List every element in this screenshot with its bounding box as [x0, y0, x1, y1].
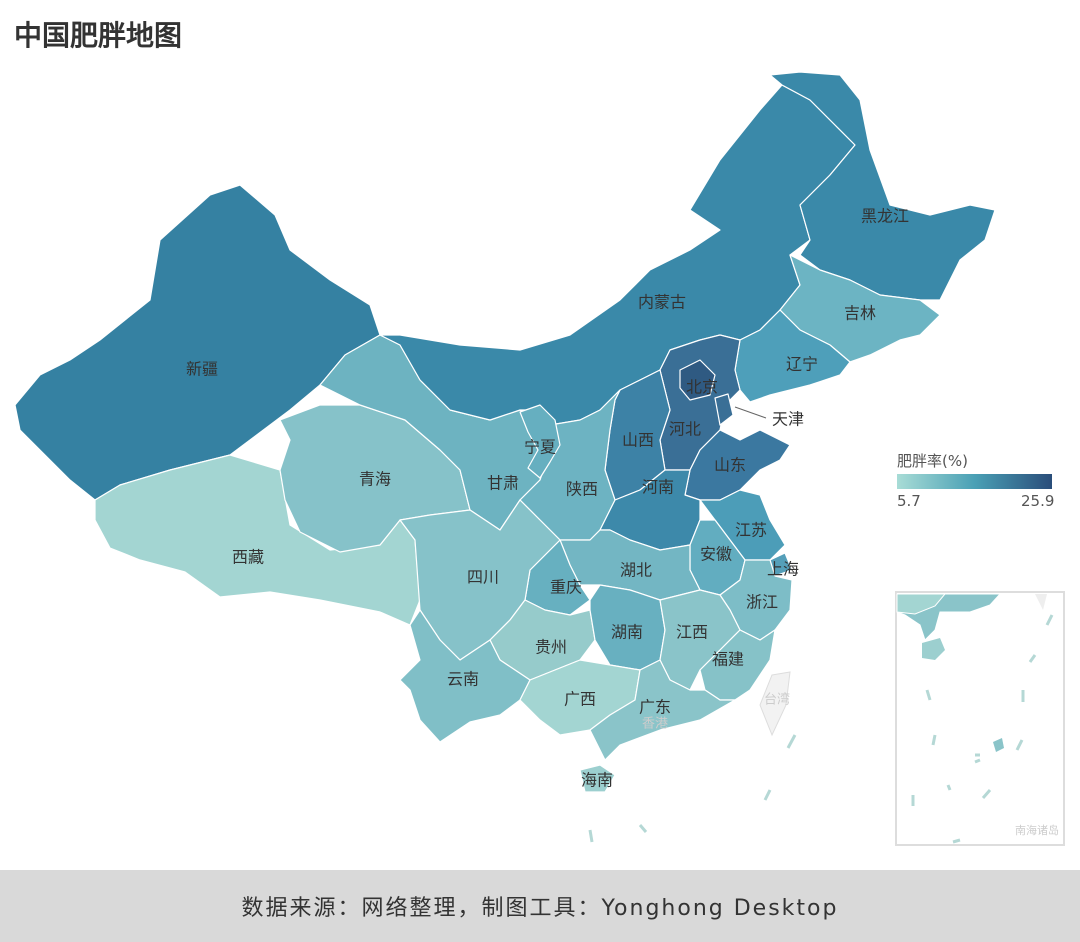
province-label: 福建: [712, 650, 744, 669]
province-label: 河南: [642, 478, 674, 497]
province-label: 新疆: [186, 360, 218, 379]
south-china-sea-inset: 南海诸岛: [895, 591, 1065, 846]
province-宁夏[interactable]: [519, 404, 561, 479]
province-label: 湖南: [611, 623, 643, 642]
province-label: 广西: [564, 690, 596, 709]
province-label: 天津: [772, 410, 804, 429]
legend-max: 25.9: [1021, 492, 1055, 510]
province-label: 湖北: [620, 561, 652, 580]
province-label: 重庆: [550, 578, 582, 597]
province-label: 浙江: [746, 593, 778, 612]
province-label: 山东: [714, 456, 746, 475]
label-taiwan: 台湾: [764, 692, 790, 708]
province-label: 江苏: [735, 521, 767, 540]
inset-label: 南海诸岛: [1015, 823, 1059, 837]
province-label: 内蒙古: [638, 293, 686, 312]
legend-title: 肥胖率(%): [897, 452, 968, 470]
source-footer: 数据来源：网络整理，制图工具：Yonghong Desktop: [0, 870, 1080, 942]
province-label: 青海: [359, 470, 391, 489]
province-label: 云南: [447, 670, 479, 689]
province-label: 四川: [467, 568, 499, 587]
region-taiwan: [759, 671, 791, 737]
province-label: 河北: [669, 420, 701, 439]
province-label: 海南: [581, 771, 613, 790]
province-label: 西藏: [232, 548, 264, 567]
province-label: 宁夏: [524, 438, 556, 457]
province-label: 山西: [622, 431, 654, 450]
extras-layer: 台湾 香港: [588, 406, 797, 843]
province-北京[interactable]: [679, 359, 716, 401]
province-label: 贵州: [535, 638, 567, 657]
legend-gradient-bar: [897, 474, 1052, 489]
province-label: 陕西: [566, 480, 598, 499]
map-title: 中国肥胖地图: [14, 19, 183, 52]
province-label: 甘肃: [487, 474, 519, 493]
province-label: 黑龙江: [861, 207, 909, 226]
province-label: 江西: [676, 623, 708, 642]
province-天津[interactable]: [714, 393, 734, 426]
province-label: 广东: [639, 698, 671, 717]
tianjin-leader-line: [734, 406, 767, 419]
province-湖北[interactable]: [559, 529, 701, 601]
province-layer: [14, 71, 996, 793]
province-label: 安徽: [700, 545, 732, 564]
legend-min: 5.7: [897, 492, 921, 510]
province-label: 吉林: [844, 304, 876, 323]
south-china-sea-dashes: [588, 734, 797, 843]
color-legend: 肥胖率(%) 5.7 25.9: [897, 450, 1057, 510]
province-label: 上海: [767, 560, 799, 579]
province-海南[interactable]: [579, 764, 616, 793]
province-label: 辽宁: [786, 355, 818, 374]
label-hongkong: 香港: [642, 717, 668, 732]
province-广东[interactable]: [589, 659, 736, 761]
province-label: 北京: [686, 378, 718, 397]
province-新疆[interactable]: [14, 184, 381, 501]
